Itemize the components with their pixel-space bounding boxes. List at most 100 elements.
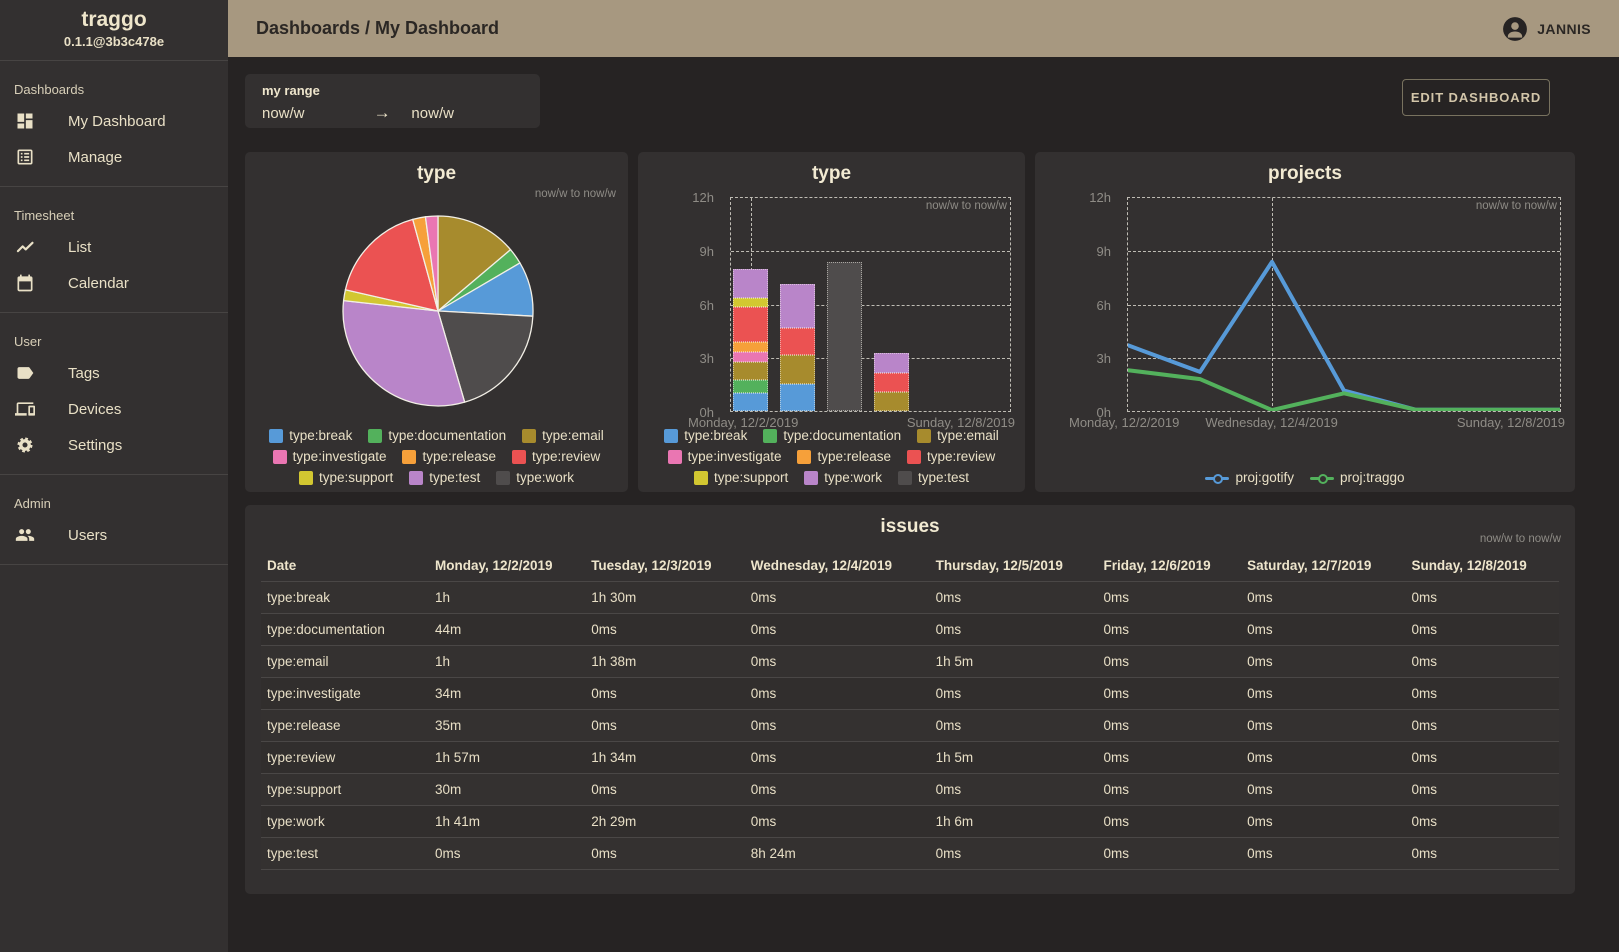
table-cell: 1h 5m — [929, 741, 1098, 774]
table-cell: 0ms — [1241, 709, 1406, 742]
sidebar-item-settings[interactable]: Settings — [0, 427, 228, 463]
username: JANNIS — [1537, 20, 1591, 37]
range-to-input[interactable]: now/w — [411, 104, 454, 122]
sidebar-item-label: List — [68, 238, 92, 256]
legend-swatch — [917, 428, 932, 443]
bar-chart-y-axis: 12h 9h 6h 3h 0h — [638, 190, 722, 420]
legend-label: type:support — [713, 470, 789, 485]
bar-chart-legend: type:break type:documentation type:email ty… — [638, 425, 1025, 488]
legend-label: type:email — [542, 428, 604, 443]
table-cell: 0ms — [585, 709, 745, 742]
section-label-admin: Admin — [14, 496, 51, 511]
table-cell: 0ms — [1097, 581, 1242, 614]
table-cell: type:documentation — [261, 613, 429, 646]
table-cell: 0ms — [585, 613, 745, 646]
sidebar-divider — [0, 564, 228, 565]
legend-item: type:break — [664, 428, 747, 443]
devices-icon — [15, 399, 35, 419]
table-cell: 1h 6m — [929, 805, 1098, 838]
table-cell: 0ms — [585, 677, 745, 710]
table-cell: type:release — [261, 709, 429, 742]
list-chart-icon — [15, 237, 35, 257]
bar-segment-type:email — [733, 362, 768, 381]
legend-swatch — [907, 449, 922, 464]
legend-swatch — [693, 470, 708, 485]
app-logo[interactable]: traggo 0.1.1@3b3c478e — [0, 0, 228, 61]
bar-segment-type:work — [780, 283, 815, 328]
table-cell: 1h 41m — [429, 805, 586, 838]
line-chart-x-axis: Monday, 12/2/2019 Wednesday, 12/4/2019 Sun… — [1069, 415, 1565, 431]
table-cell: 0ms — [1405, 677, 1559, 710]
sidebar-item-users[interactable]: Users — [0, 517, 228, 553]
y-tick-label: 12h — [692, 190, 714, 205]
column-header: Date — [267, 557, 297, 573]
bar-segment-type:break — [733, 393, 768, 411]
sidebar-item-devices[interactable]: Devices — [0, 391, 228, 427]
legend-swatch — [512, 449, 527, 464]
sidebar-item-calendar[interactable]: Calendar — [0, 265, 228, 301]
table-cell: 0ms — [1241, 773, 1406, 806]
user-menu[interactable]: JANNIS — [1502, 16, 1591, 42]
legend-label: type:test — [429, 470, 481, 485]
legend-item: type:investigate — [272, 449, 386, 464]
table-cell: 1h 30m — [585, 581, 745, 614]
legend-swatch — [664, 428, 679, 443]
app-name: traggo — [81, 8, 147, 31]
sidebar-item-manage[interactable]: Manage — [0, 139, 228, 175]
table-cell: 0ms — [1097, 741, 1242, 774]
line-marker-icon — [1205, 471, 1230, 485]
calendar-icon — [15, 273, 35, 293]
sidebar-item-list[interactable]: List — [0, 229, 228, 265]
table-cell: 0ms — [744, 581, 930, 614]
range-picker[interactable]: my range now/w → now/w — [245, 74, 540, 128]
table-cell: 0ms — [929, 581, 1098, 614]
table-cell: type:break — [261, 581, 429, 614]
table-row: type:break 1h 1h 30m 0ms 0ms 0ms 0ms 0ms — [261, 581, 1559, 614]
pie-chart-range: now/w to now/w — [534, 188, 616, 200]
table-cell: 34m — [429, 677, 586, 710]
y-tick-label: 9h — [699, 243, 714, 259]
table-cell: 0ms — [1405, 613, 1559, 646]
sidebar-divider — [0, 312, 228, 313]
x-tick-label: Sunday, 12/8/2019 — [1456, 415, 1565, 430]
column-header: Saturday, 12/7/2019 — [1247, 557, 1372, 573]
x-tick-label: Sunday, 12/8/2019 — [906, 415, 1015, 430]
stacked-bar-tuesday — [780, 283, 815, 411]
legend-label: type:release — [422, 449, 497, 464]
table-cell: type:support — [261, 773, 429, 806]
range-from-input[interactable]: now/w — [262, 104, 305, 122]
pie-chart-card: type now/w to now/w type:break type:docum… — [245, 152, 628, 492]
table-cell: 0ms — [1405, 581, 1559, 614]
sidebar-item-label: Calendar — [68, 274, 129, 292]
table-cell: 0ms — [744, 677, 930, 710]
bar-segment-type:work — [733, 268, 768, 299]
legend-item: type:review — [907, 449, 995, 464]
legend-label: proj:gotify — [1235, 470, 1294, 485]
table-row: type:documentation 44m 0ms 0ms 0ms 0ms 0ms 0ms — [261, 613, 1559, 646]
legend-item: type:break — [269, 428, 352, 443]
table-cell: 0ms — [744, 805, 930, 838]
legend-label: type:investigate — [687, 449, 782, 464]
manage-icon — [15, 147, 35, 167]
sidebar-item-tags[interactable]: Tags — [0, 355, 228, 391]
table-cell: 0ms — [1097, 613, 1242, 646]
edit-dashboard-button[interactable]: EDIT DASHBOARD — [1402, 79, 1550, 116]
line-chart-card: projects 12h 9h 6h 3h 0h now/w to now/w Mond… — [1035, 152, 1575, 492]
pie-chart-title: type — [416, 163, 457, 184]
table-cell: 1h — [429, 581, 586, 614]
bar-segment-type:work — [874, 353, 909, 373]
legend-swatch — [272, 449, 287, 464]
sidebar-item-my-dashboard[interactable]: My Dashboard — [0, 103, 228, 139]
legend-item: type:release — [797, 449, 891, 464]
line-chart — [1128, 259, 1560, 411]
sidebar-item-label: Tags — [68, 364, 100, 382]
table-cell: 8h 24m — [744, 837, 930, 870]
table-cell: 0ms — [929, 837, 1098, 870]
table-cell: 0ms — [1405, 645, 1559, 678]
table-cell: type:test — [261, 837, 429, 870]
legend-swatch — [409, 470, 424, 485]
line-series-proj:traggo — [1128, 368, 1560, 411]
stacked-bar-monday — [733, 268, 768, 411]
column-header: Sunday, 12/8/2019 — [1411, 557, 1527, 573]
table-cell: 0ms — [1097, 709, 1242, 742]
